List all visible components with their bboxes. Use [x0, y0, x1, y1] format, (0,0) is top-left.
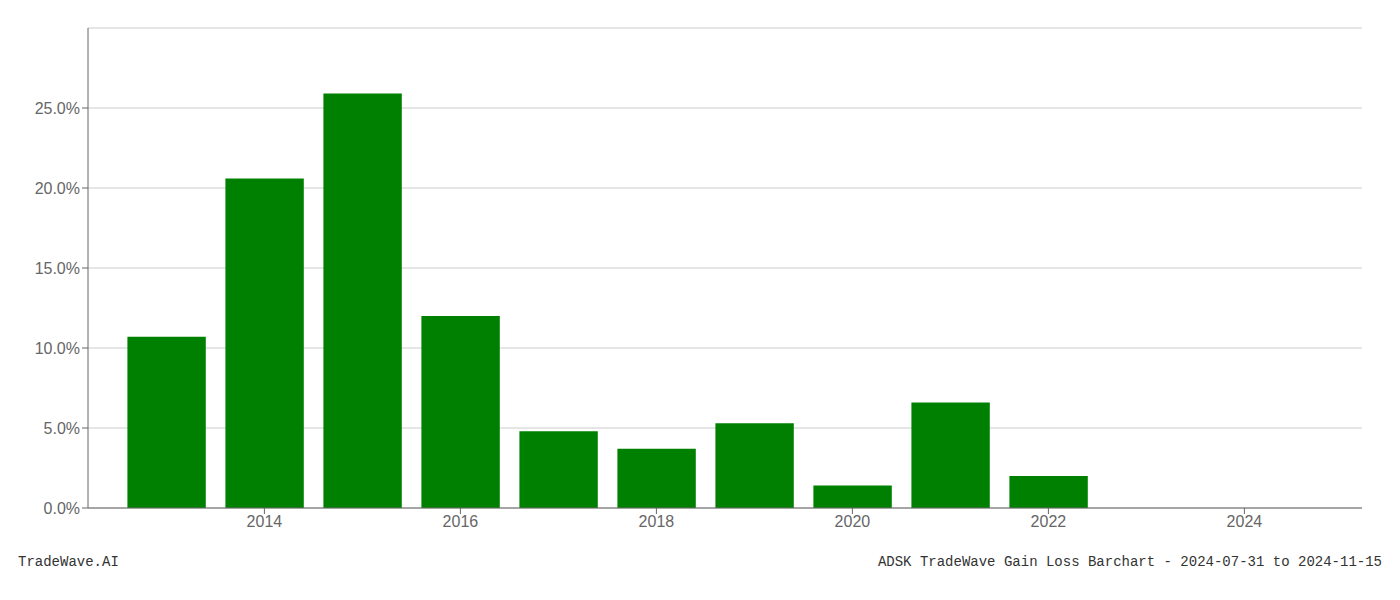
svg-text:20.0%: 20.0%: [35, 180, 80, 197]
html-text:TradeWave.AI: TradeWave.AI: [18, 554, 119, 570]
svg-text:5.0%: 5.0%: [44, 420, 80, 437]
html-text:ADSK TradeWave Gain Loss Barch: ADSK TradeWave Gain Loss Barchart - 2024…: [877, 554, 1382, 570]
svg-text:15.0%: 15.0%: [35, 260, 80, 277]
svg-text:2016: 2016: [443, 513, 479, 530]
svg-text:2018: 2018: [639, 513, 675, 530]
svg-text:0.0%: 0.0%: [44, 500, 80, 517]
svg-text:2022: 2022: [1031, 513, 1067, 530]
svg-text:10.0%: 10.0%: [35, 340, 80, 357]
svg-text:2020: 2020: [835, 513, 871, 530]
svg-text:2014: 2014: [247, 513, 283, 530]
svg-text:2024: 2024: [1227, 513, 1263, 530]
svg-text:25.0%: 25.0%: [35, 100, 80, 117]
